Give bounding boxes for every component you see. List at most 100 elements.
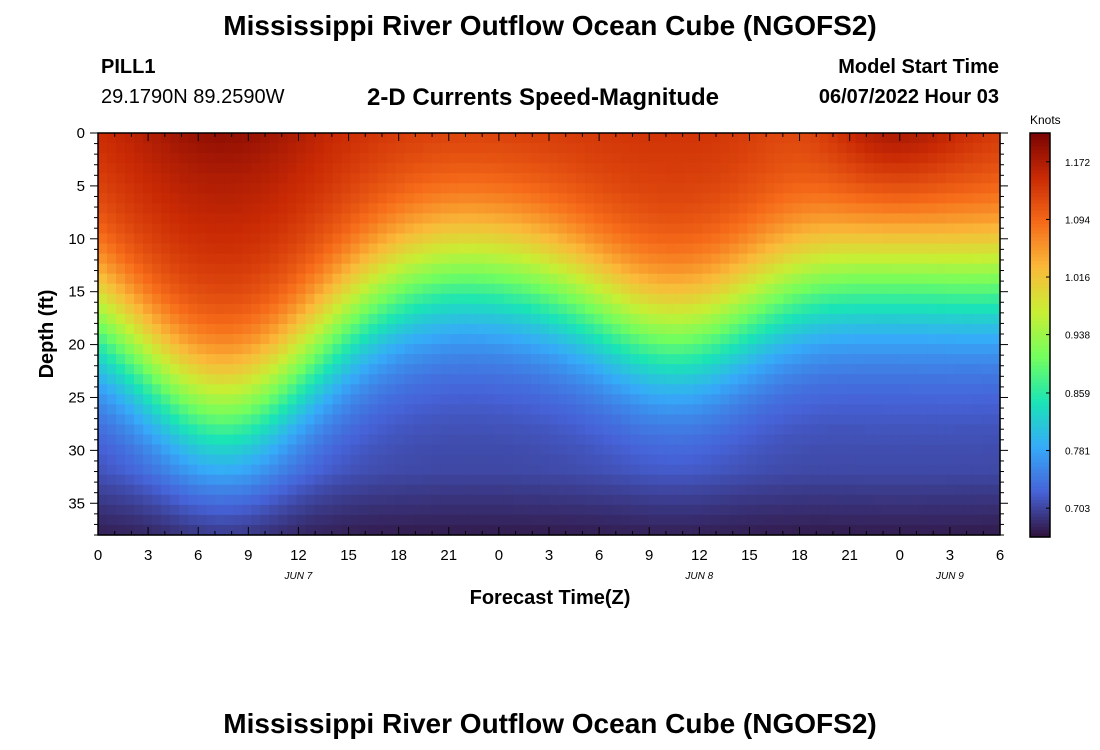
heatmap-cell	[197, 424, 207, 436]
heatmap-cell	[756, 364, 767, 375]
heatmap-cell	[783, 133, 794, 144]
heatmap-cell	[756, 444, 767, 456]
heatmap-cell	[305, 424, 316, 436]
heatmap-cell	[125, 424, 135, 436]
heatmap-cell	[323, 424, 334, 436]
heatmap-cell	[756, 303, 767, 315]
heatmap-cell	[720, 334, 730, 345]
heatmap-cell	[801, 494, 812, 506]
heatmap-cell	[972, 404, 983, 415]
heatmap-cell	[305, 313, 316, 325]
heatmap-cell	[612, 524, 622, 536]
heatmap-cell	[603, 404, 613, 415]
heatmap-cell	[278, 273, 289, 285]
heatmap-cell	[738, 344, 749, 355]
heatmap-cell	[630, 173, 640, 184]
heatmap-cell	[972, 163, 983, 174]
heatmap-cell	[287, 183, 298, 194]
heatmap-cell	[837, 143, 848, 154]
heatmap-cell	[549, 334, 559, 345]
heatmap-cell	[449, 263, 460, 275]
heatmap-cell	[143, 334, 153, 345]
heatmap-cell	[792, 484, 803, 496]
heatmap-cell	[711, 233, 721, 245]
heatmap-cell	[521, 203, 532, 214]
heatmap-cell	[666, 384, 676, 395]
colorbar-segment	[1030, 176, 1050, 181]
heatmap-cell	[386, 273, 397, 285]
heatmap-cell	[485, 414, 496, 426]
heatmap-cell	[143, 293, 153, 305]
heatmap-cell	[323, 524, 334, 536]
heatmap-cell	[431, 414, 442, 426]
heatmap-cell	[449, 514, 460, 526]
heatmap-cell	[810, 263, 821, 275]
heatmap-cell	[206, 474, 216, 486]
heatmap-cell	[188, 404, 198, 415]
heatmap-cell	[170, 414, 180, 426]
heatmap-cell	[467, 303, 478, 315]
heatmap-cell	[882, 133, 893, 144]
heatmap-cell	[702, 253, 712, 265]
heatmap-cell	[458, 183, 469, 194]
heatmap-cell	[810, 293, 821, 305]
heatmap-cell	[819, 414, 830, 426]
heatmap-cell	[161, 334, 171, 345]
heatmap-cell	[404, 153, 415, 164]
heatmap-cell	[702, 243, 712, 255]
heatmap-cell	[729, 233, 740, 245]
heatmap-cell	[918, 243, 929, 255]
heatmap-cell	[170, 193, 180, 204]
heatmap-cell	[143, 404, 153, 415]
heatmap-cell	[503, 384, 514, 395]
heatmap-cell	[837, 454, 848, 466]
heatmap-cell	[891, 303, 902, 315]
heatmap-cell	[783, 293, 794, 305]
heatmap-cell	[413, 193, 424, 204]
heatmap-cell	[711, 354, 721, 365]
heatmap-cell	[359, 253, 370, 265]
heatmap-cell	[711, 303, 721, 315]
heatmap-cell	[729, 213, 740, 225]
heatmap-cell	[269, 273, 279, 285]
heatmap-cell	[882, 384, 893, 395]
heatmap-cell	[539, 243, 550, 255]
heatmap-cell	[963, 464, 974, 476]
colorbar-segment	[1030, 200, 1050, 205]
heatmap-cell	[729, 153, 740, 164]
heatmap-cell	[458, 374, 469, 385]
heatmap-cell	[963, 444, 974, 456]
heatmap-cell	[972, 303, 983, 315]
heatmap-cell	[747, 494, 758, 506]
heatmap-cell	[161, 454, 171, 466]
heatmap-cell	[765, 504, 776, 516]
heatmap-cell	[603, 524, 613, 536]
heatmap-cell	[233, 163, 243, 174]
heatmap-cell	[422, 233, 433, 245]
heatmap-cell	[467, 424, 478, 436]
heatmap-cell	[981, 263, 992, 275]
heatmap-cell	[422, 434, 433, 446]
heatmap-cell	[359, 173, 370, 184]
heatmap-cell	[900, 283, 911, 295]
heatmap-cell	[936, 133, 947, 144]
heatmap-cell	[873, 283, 884, 295]
heatmap-cell	[98, 223, 108, 235]
heatmap-cell	[530, 243, 541, 255]
heatmap-cell	[711, 193, 721, 204]
heatmap-cell	[323, 474, 334, 486]
heatmap-cell	[756, 163, 767, 174]
heatmap-cell	[332, 394, 343, 405]
heatmap-cell	[837, 173, 848, 184]
heatmap-cell	[765, 303, 776, 315]
heatmap-cell	[747, 334, 758, 345]
heatmap-cell	[945, 444, 956, 456]
heatmap-cell	[530, 474, 541, 486]
heatmap-cell	[882, 514, 893, 526]
heatmap-cell	[846, 334, 857, 345]
heatmap-cell	[873, 313, 884, 325]
heatmap-cell	[503, 364, 514, 375]
heatmap-cell	[567, 514, 577, 526]
heatmap-cell	[269, 494, 279, 506]
heatmap-cell	[945, 283, 956, 295]
